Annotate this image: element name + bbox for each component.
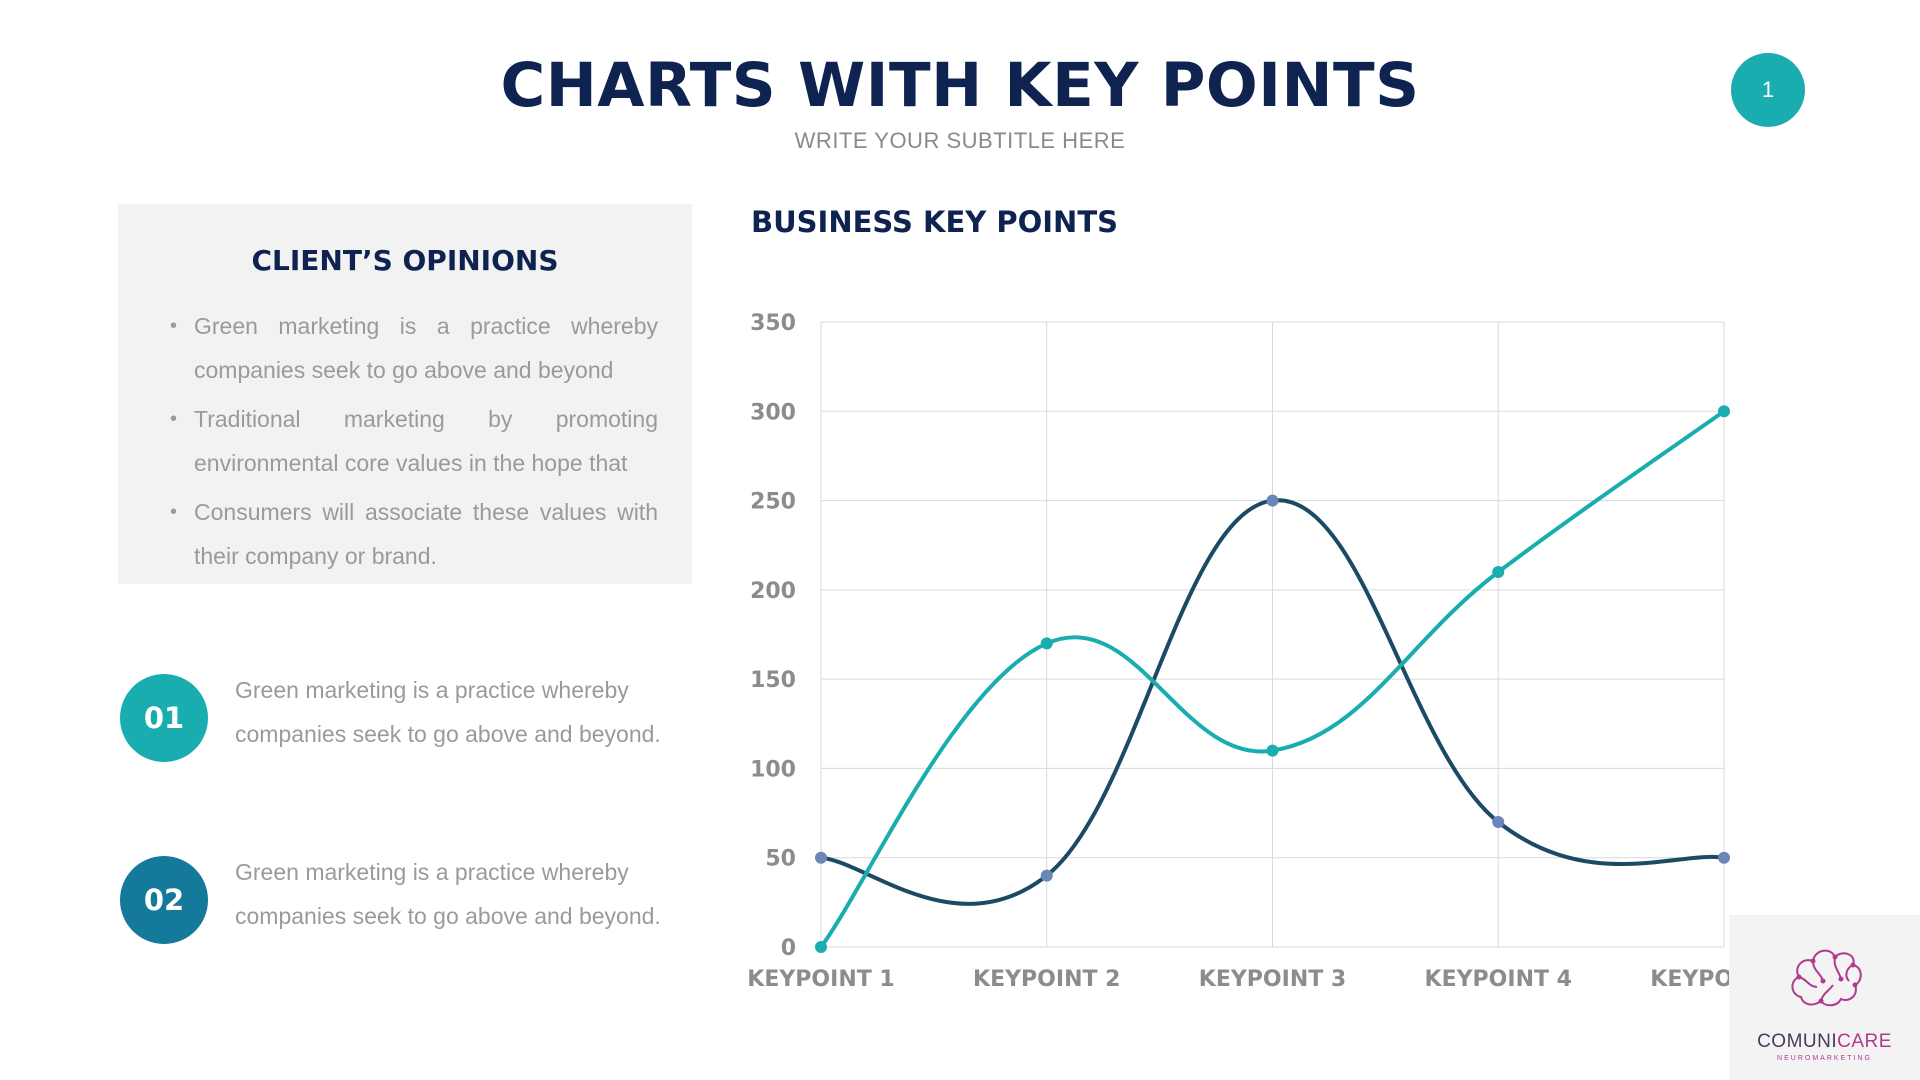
chart-title: BUSINESS KEY POINTS [751,205,1118,239]
client-opinions-list: Green marketing is a practice whereby co… [168,304,658,583]
x-tick-label: KEYPOINT 2 [973,967,1120,992]
data-point-marker [1718,851,1730,864]
logo-tagline: NEUROMARKETING [1777,1055,1872,1062]
client-opinions-title: CLIENT’S OPINIONS [251,244,559,277]
data-point-marker [815,941,827,953]
data-point-marker [1040,637,1053,650]
x-tick-label: KEYPOINT 1 [747,967,894,992]
company-logo: COMUNICARE NEUROMARKETING [1729,915,1920,1080]
opinion-item: Traditional marketing by promoting envir… [168,397,658,485]
y-tick-label: 0 [781,936,796,961]
y-tick-label: 200 [750,579,796,604]
y-tick-label: 150 [750,668,796,693]
logo-name-part: COMUNI [1757,1031,1838,1052]
key-point-number-badge: 01 [120,674,208,762]
data-point-marker [1266,744,1279,757]
key-point-row-1: 01 Green marketing is a practice whereby… [120,668,740,768]
page-number-badge: 1 [1731,53,1805,127]
logo-wordmark: COMUNICARE [1729,1031,1920,1053]
data-point-marker [1266,494,1279,507]
y-tick-label: 350 [750,311,796,336]
series-line-2 [819,409,1726,949]
data-point-marker [815,851,827,864]
y-tick-label: 300 [750,400,796,425]
chart-tick-labels: 0 50 100 150 200 250 300 350 KEYPOINT 1 KEYPOINT … [747,311,1797,992]
x-tick-label: KEYPOINT 3 [1199,967,1346,992]
page-subtitle: WRITE YOUR SUBTITLE HERE [794,128,1126,153]
opinion-item: Green marketing is a practice whereby co… [168,304,658,392]
client-opinions-card: CLIENT’S OPINIONS Green marketing is a p… [118,204,692,584]
x-tick-label: KEYPOINT 4 [1425,967,1572,992]
chart-grid [820,321,1725,948]
data-point-marker [1040,869,1053,882]
opinion-item: Consumers will associate these values wi… [168,490,658,578]
key-point-text: Green marketing is a practice whereby co… [235,859,661,929]
brain-icon [1791,949,1862,1007]
y-tick-label: 100 [750,757,796,782]
data-point-marker [1492,816,1505,828]
key-point-row-2: 02 Green marketing is a practice whereby… [120,850,740,950]
data-point-marker [1492,566,1505,578]
key-point-number-badge: 02 [120,856,208,944]
key-point-text: Green marketing is a practice whereby co… [235,677,661,747]
data-point-marker [1718,405,1730,418]
y-tick-label: 250 [750,490,796,515]
page-title: CHARTS WITH KEY POINTS [500,50,1420,121]
y-tick-label: 50 [765,847,796,872]
logo-name-part: CARE [1837,1031,1892,1052]
chart-series [815,405,1730,953]
